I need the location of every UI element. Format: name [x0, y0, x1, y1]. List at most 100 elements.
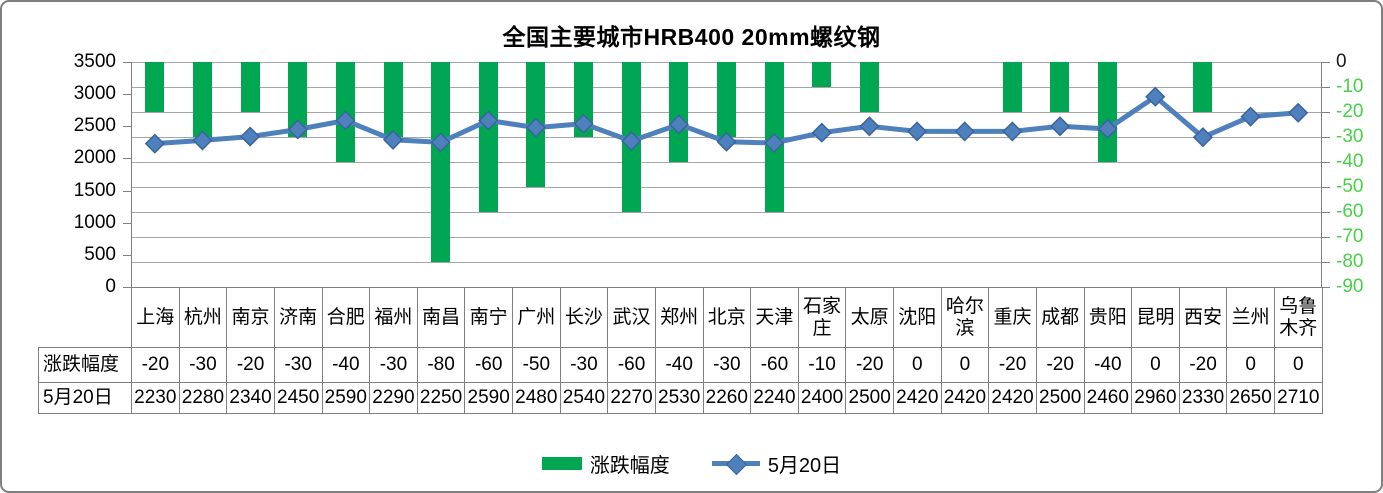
right-axis-tick-label: -50	[1336, 176, 1364, 197]
value-cell: 2240	[750, 382, 799, 414]
city-name-cell: 南昌	[416, 287, 466, 348]
left-axis-tick	[123, 254, 131, 256]
legend-item-line-series: 5月20日	[711, 449, 841, 478]
left-axis-tick-label: 500	[84, 243, 116, 265]
gridline	[131, 162, 1322, 163]
marker-太原	[859, 116, 880, 137]
value-cell: 2230	[131, 382, 180, 414]
left-axis-tick	[123, 287, 131, 288]
right-axis-tick	[1322, 262, 1330, 263]
bar-贵阳	[1098, 62, 1118, 162]
marker-重庆	[1002, 121, 1023, 142]
city-name-cell: 南宁	[464, 287, 513, 348]
bar-南京	[240, 62, 260, 112]
right-axis-tick	[1322, 112, 1330, 113]
city-name-cell: 北京	[702, 287, 752, 348]
right-axis-tick	[1322, 162, 1330, 163]
value-cell: -30	[702, 347, 752, 383]
left-axis-tick	[123, 190, 131, 192]
bar-济南	[288, 62, 308, 137]
marker-贵阳	[1097, 118, 1118, 139]
value-cell: 2340	[226, 382, 275, 414]
value-cell: 0	[940, 347, 990, 383]
marker-昆明	[1145, 86, 1166, 107]
bar-郑州	[669, 62, 689, 162]
right-axis-tick	[1322, 187, 1330, 188]
bar-石家庄	[812, 62, 832, 87]
bar-长沙	[574, 62, 594, 137]
value-cell: 2280	[178, 382, 228, 414]
right-axis-tick-label: -90	[1336, 276, 1364, 297]
marker-长沙	[573, 113, 594, 134]
left-axis-line	[131, 62, 132, 287]
city-name-cell: 济南	[273, 287, 323, 348]
value-cell: -50	[512, 347, 561, 383]
value-cell: 2260	[702, 382, 752, 414]
value-cell: 2480	[512, 382, 561, 414]
value-cell: 2960	[1131, 382, 1180, 414]
right-axis-tick	[1322, 287, 1330, 288]
bar-福州	[383, 62, 403, 137]
city-name-cell: 昆明	[1131, 287, 1180, 348]
bar-北京	[717, 62, 736, 137]
right-axis-tick-label: -20	[1336, 101, 1364, 122]
bar-南昌	[431, 62, 451, 262]
legend: 涨跌幅度 5月20日	[2, 449, 1381, 478]
marker-石家庄	[811, 122, 832, 143]
table-corner-cell	[39, 288, 132, 348]
left-axis-tick	[123, 62, 131, 63]
city-name-cell: 福州	[369, 287, 418, 348]
left-axis-tick	[123, 126, 131, 128]
city-name-cell: 武汉	[607, 287, 656, 348]
left-axis-tick-label: 3500	[73, 51, 116, 72]
value-cell: -60	[750, 347, 799, 383]
city-name-cell: 贵阳	[1083, 287, 1133, 348]
bar-太原	[859, 62, 879, 112]
marker-郑州	[668, 114, 689, 135]
bar-杭州	[192, 62, 212, 137]
city-name-cell: 广州	[512, 287, 561, 348]
marker-合肥	[335, 110, 356, 131]
city-name-cell: 哈尔滨	[940, 287, 990, 348]
price-row: 5月20日 2230 2280 2340 2450 2590 2290 2250 2590 248…	[38, 382, 1323, 414]
value-cell: -20	[988, 347, 1037, 383]
marker-广州	[525, 117, 547, 138]
bar-西安	[1193, 62, 1213, 112]
value-cell: -20	[1035, 347, 1085, 383]
value-cell: 2420	[893, 382, 942, 414]
city-name-cell: 杭州	[178, 287, 228, 348]
city-name-cell: 石家庄	[797, 287, 847, 348]
gridline	[131, 212, 1322, 213]
city-name-cell: 太原	[845, 287, 894, 348]
marker-南京	[240, 126, 261, 147]
marker-济南	[287, 119, 308, 140]
right-axis-tick	[1322, 87, 1330, 88]
marker-北京	[716, 131, 737, 152]
value-cell: -30	[559, 347, 609, 383]
bar-series-swatch-icon	[541, 457, 582, 470]
bar-南宁	[478, 62, 498, 212]
value-cell: 2250	[416, 382, 466, 414]
value-cell: 2400	[797, 382, 847, 414]
right-axis-tick-label: -40	[1336, 151, 1364, 172]
left-axis-tick	[123, 222, 131, 224]
price-line-series	[144, 86, 1309, 154]
city-name-cell: 兰州	[1226, 287, 1275, 348]
gridline	[131, 262, 1322, 263]
marker-天津	[764, 132, 785, 154]
bar-重庆	[1002, 62, 1022, 112]
change-row: 涨跌幅度 -20 -30 -20 -30 -40 -30 -80 -60 -50 -30 -60 -40…	[38, 347, 1323, 383]
marker-南昌	[430, 132, 451, 153]
marker-福州	[382, 129, 404, 150]
value-cell: -30	[178, 347, 228, 383]
city-name-cell: 乌鲁木齐	[1274, 287, 1323, 348]
value-cell: -30	[273, 347, 323, 383]
value-cell: -80	[416, 347, 466, 383]
city-name-cell: 合肥	[321, 287, 371, 348]
right-axis-tick-label: -30	[1336, 126, 1364, 147]
value-cell: 0	[1274, 347, 1323, 383]
left-axis-tick-label: 1500	[73, 179, 116, 201]
value-cell: 2290	[369, 382, 418, 414]
value-cell: 0	[1131, 347, 1180, 383]
